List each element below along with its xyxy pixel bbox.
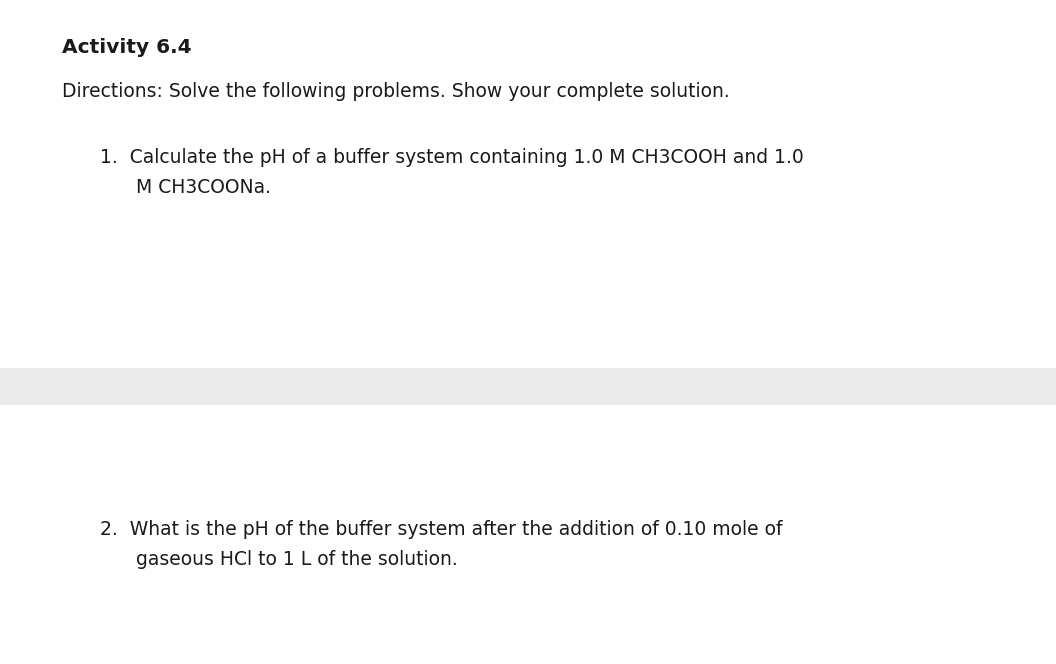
Text: gaseous HCl to 1 L of the solution.: gaseous HCl to 1 L of the solution. — [100, 550, 457, 569]
Text: M CH3COONa.: M CH3COONa. — [100, 178, 271, 197]
Text: 2.  What is the pH of the buffer system after the addition of 0.10 mole of: 2. What is the pH of the buffer system a… — [100, 520, 782, 539]
Text: Directions: Solve the following problems. Show your complete solution.: Directions: Solve the following problems… — [62, 82, 730, 101]
FancyBboxPatch shape — [0, 368, 1056, 405]
Text: 1.  Calculate the pH of a buffer system containing 1.0 M CH3COOH and 1.0: 1. Calculate the pH of a buffer system c… — [100, 148, 804, 167]
Text: Activity 6.4: Activity 6.4 — [62, 38, 191, 57]
